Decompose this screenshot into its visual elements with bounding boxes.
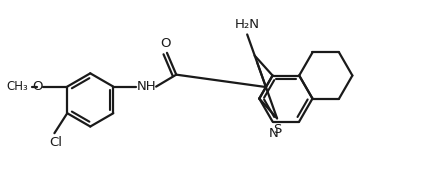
Text: H₂N: H₂N bbox=[235, 18, 260, 32]
Text: Cl: Cl bbox=[49, 136, 62, 149]
Text: NH: NH bbox=[137, 80, 156, 93]
Text: N: N bbox=[269, 127, 278, 139]
Text: CH₃: CH₃ bbox=[6, 80, 28, 93]
Text: O: O bbox=[32, 80, 42, 93]
Text: O: O bbox=[161, 37, 171, 50]
Text: S: S bbox=[273, 123, 281, 136]
